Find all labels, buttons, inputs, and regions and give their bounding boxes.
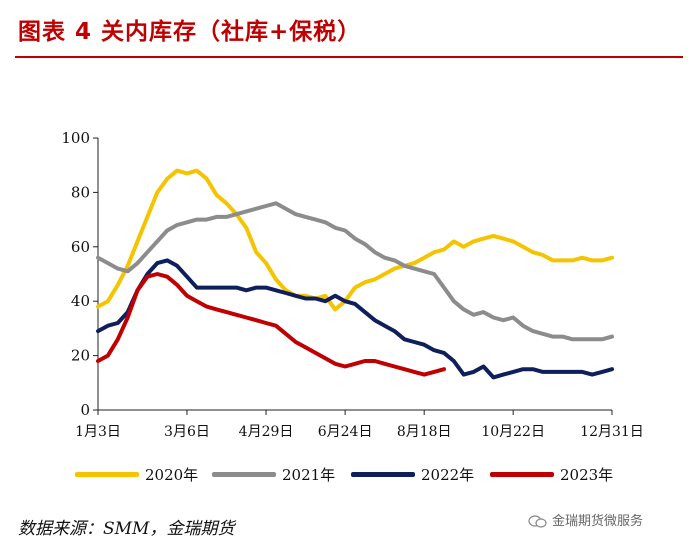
legend-label: 2023年	[560, 465, 614, 484]
chart-axes: 0 20 40 60 80 100 1月3日 3月6日 4月29日 6月24日 8月18日 10月22…	[61, 129, 643, 440]
legend-item-2022: 2022年	[351, 460, 474, 488]
watermark: 金瑞期货微服务	[528, 510, 643, 529]
legend-swatch	[75, 471, 139, 477]
wechat-icon	[528, 514, 547, 528]
series-line-2023	[96, 272, 446, 377]
watermark-text: 金瑞期货微服务	[552, 514, 644, 529]
legend-swatch	[490, 471, 554, 477]
legend-swatch	[351, 471, 415, 477]
y-tick-label: 100	[61, 129, 90, 147]
inventory-line-chart: 0 20 40 60 80 100 1月3日 3月6日 4月29日 6月24日 8月18日 10月22…	[61, 129, 643, 440]
series-line-2020	[96, 168, 614, 312]
y-tick-label: 80	[71, 183, 90, 201]
x-tick-label: 10月22日	[481, 424, 545, 440]
x-tick-label: 12月31日	[580, 424, 644, 440]
chart-legend: 2020年 2021年 2022年 2023年	[0, 460, 698, 488]
y-tick-label: 20	[71, 347, 90, 365]
x-tick-label: 1月3日	[75, 424, 121, 440]
y-tick-label: 40	[71, 292, 90, 310]
legend-label: 2020年	[145, 465, 199, 484]
x-tick-label: 4月29日	[239, 424, 294, 440]
data-source-note: 数据来源：SMM，金瑞期货	[18, 519, 235, 539]
title-divider	[15, 56, 683, 58]
legend-swatch	[212, 471, 276, 477]
page-title: 图表 4 关内库存（社库+保税）	[18, 19, 362, 45]
x-tick-label: 8月18日	[397, 424, 452, 440]
series-line-2022	[96, 258, 614, 380]
legend-label: 2022年	[421, 465, 475, 484]
x-tick-label: 6月24日	[318, 424, 373, 440]
legend-item-2020: 2020年	[75, 460, 198, 488]
y-tick-label: 0	[80, 401, 90, 419]
chart-series-layer	[96, 168, 614, 380]
legend-item-2023: 2023年	[490, 460, 613, 488]
legend-item-2021: 2021年	[212, 460, 335, 488]
y-tick-label: 60	[71, 238, 90, 256]
x-tick-label: 3月6日	[164, 424, 210, 440]
legend-label: 2021年	[282, 465, 336, 484]
series-line-2021	[96, 201, 614, 342]
